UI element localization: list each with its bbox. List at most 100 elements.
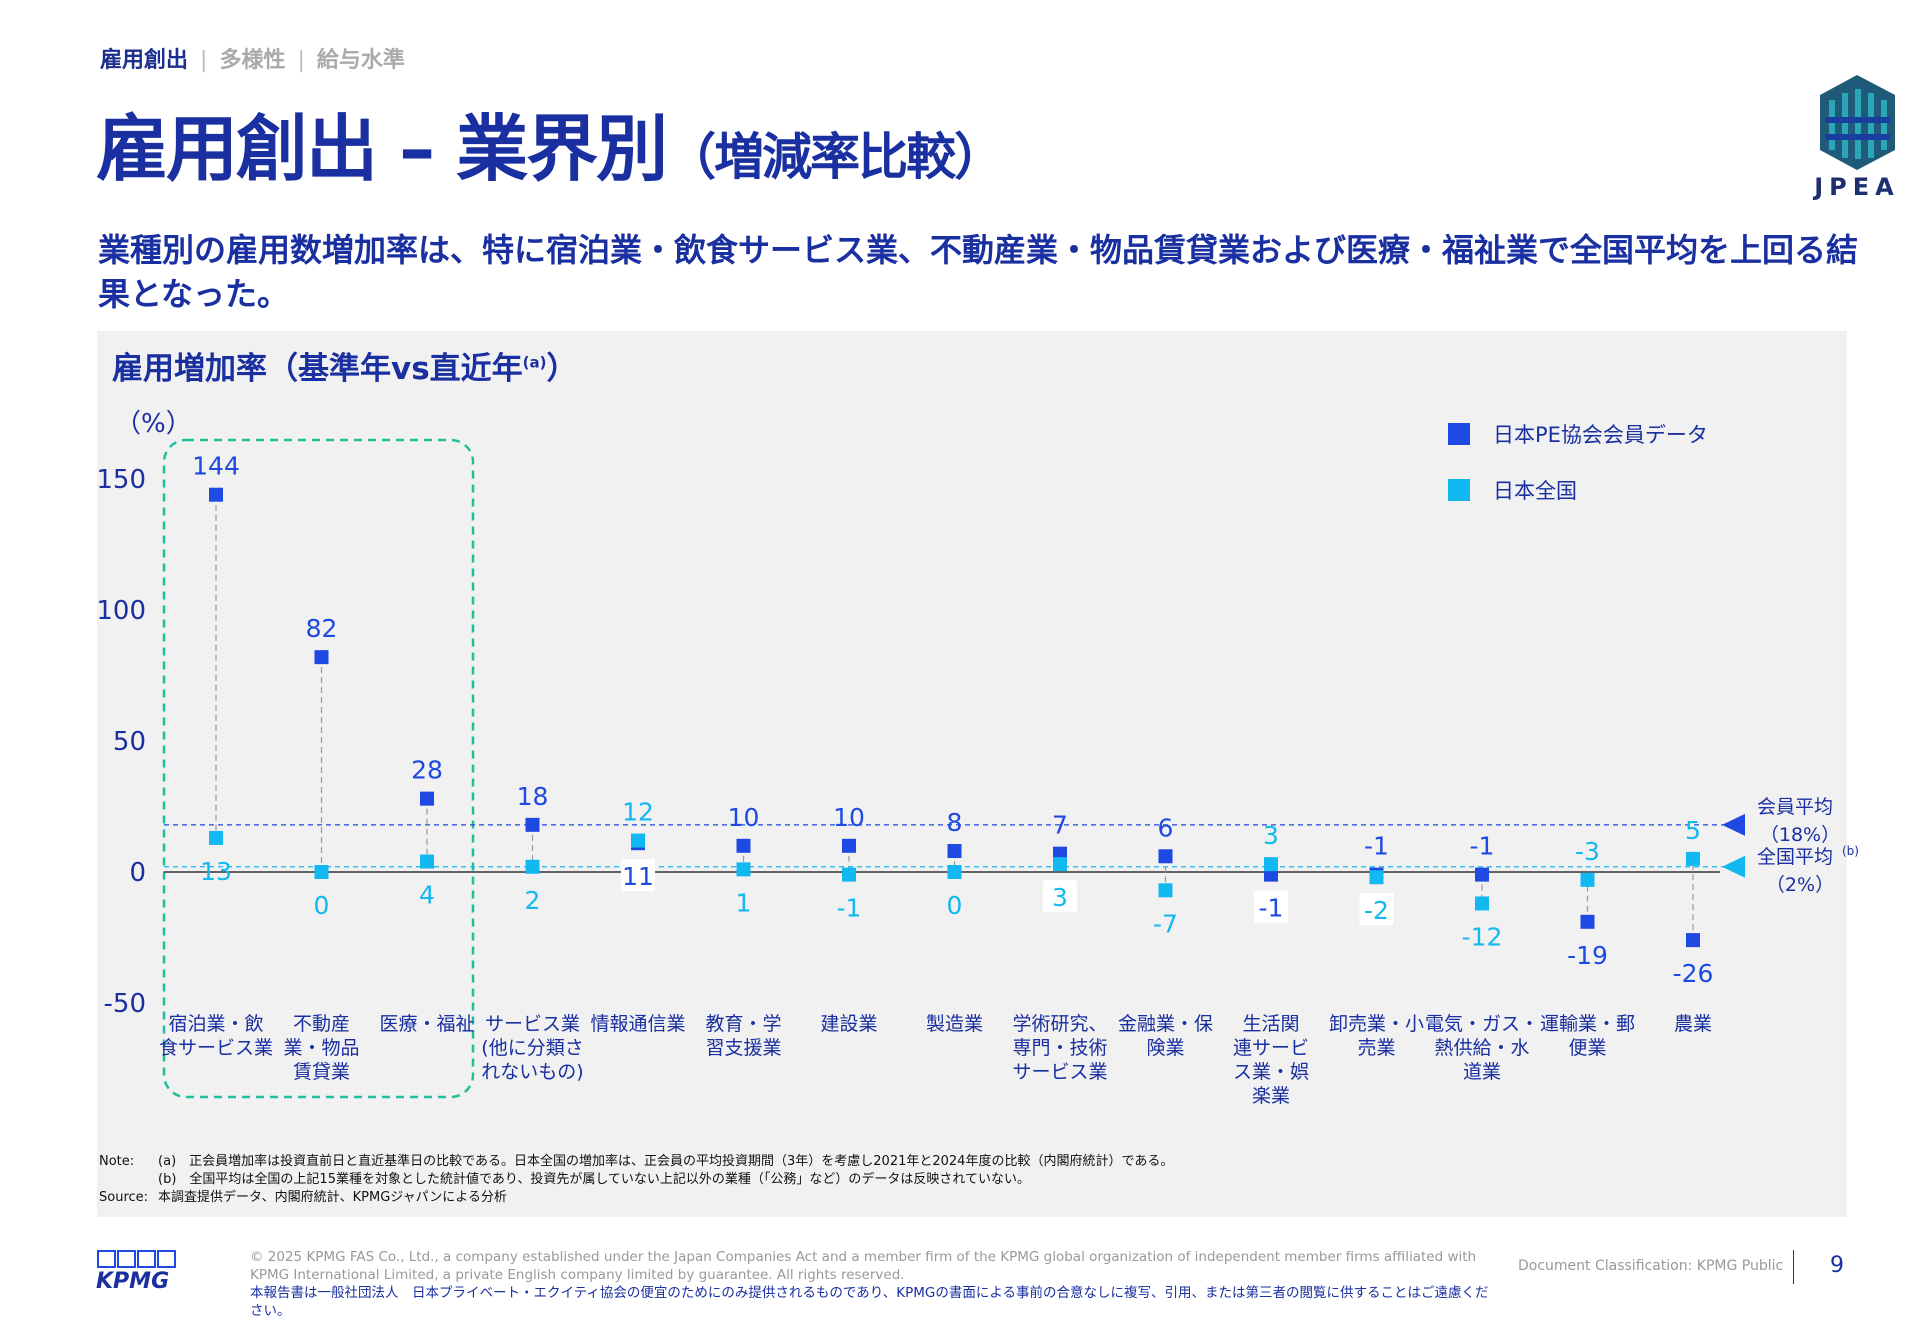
chart-title: 雇用増加率（基準年vs直近年(a)） [112, 351, 578, 387]
member-value-label: 8 [947, 808, 963, 837]
national-value-label: 0 [947, 891, 963, 920]
national-marker [1053, 857, 1067, 872]
kpmg-logo: KPMG [96, 1250, 176, 1290]
category-label: 建設業 [820, 1013, 877, 1035]
category-label: (他に分類さ [481, 1037, 583, 1059]
category-label: 卸売業・小 [1329, 1013, 1424, 1035]
legend-marker [1448, 479, 1470, 501]
reference-value: （18%） [1760, 824, 1840, 846]
national-value-label: 0 [314, 891, 330, 920]
national-marker [1369, 870, 1384, 885]
national-value-label: 12 [622, 798, 654, 827]
member-value-label: 144 [192, 452, 240, 481]
legend-marker [1448, 423, 1470, 445]
svg-text:JPEA: JPEA [1812, 173, 1900, 200]
reference-arrow [1722, 855, 1745, 878]
category-label: 製造業 [926, 1013, 983, 1035]
national-marker [209, 830, 223, 845]
page-title: 雇用創出 – 業界別（増減率比較） [96, 90, 1004, 195]
member-marker [420, 791, 434, 806]
note-row: (b) 全国平均は全国の上記15業種を対象とした統計値であり、投資先が属していな… [158, 1172, 1031, 1187]
member-marker [525, 817, 540, 832]
title-main: 雇用創出 – 業界別 [96, 107, 668, 191]
y-tick-label: 50 [113, 727, 146, 757]
category-label: 運輸業・郵 [1540, 1013, 1635, 1035]
y-axis-label: （%） [115, 409, 192, 439]
national-marker [1158, 883, 1173, 898]
category-label: 売業 [1357, 1037, 1395, 1059]
member-value-label: 82 [306, 614, 338, 643]
national-marker [736, 862, 751, 877]
category-label: ス業・娯 [1233, 1061, 1309, 1083]
national-marker [1580, 872, 1595, 887]
national-marker [1686, 851, 1700, 866]
reference-label: 全国平均 [1757, 846, 1833, 868]
member-value-label: -1 [1470, 832, 1495, 861]
national-value-label: 3 [1263, 821, 1279, 850]
section-tabs: 雇用創出 | 多様性 | 給与水準 [100, 48, 405, 73]
reference-label-sup: (b) [1842, 844, 1859, 858]
divider [1793, 1250, 1794, 1284]
category-label: 習支援業 [705, 1037, 781, 1059]
member-value-label: 7 [1052, 811, 1068, 840]
member-marker [1158, 849, 1173, 864]
member-marker [736, 838, 751, 853]
category-label: 情報通信業 [590, 1013, 685, 1035]
national-value-label: 3 [1052, 883, 1068, 912]
y-tick-label: 100 [96, 596, 146, 626]
national-value-label: 1 [736, 888, 752, 917]
national-value-label: 5 [1685, 816, 1701, 845]
title-sub: （増減率比較） [666, 128, 1004, 186]
label-bg [1359, 893, 1394, 926]
member-marker [1475, 867, 1489, 882]
category-label: サービス業 [485, 1013, 580, 1035]
category-label: れないもの) [481, 1061, 583, 1083]
category-label: サービス業 [1012, 1061, 1107, 1083]
category-label: 農業 [1674, 1013, 1712, 1035]
national-value-label: -1 [837, 894, 862, 923]
national-value-label: 2 [525, 886, 541, 915]
category-label: 専門・技術 [1012, 1037, 1107, 1059]
member-value-label: -19 [1567, 941, 1608, 970]
member-marker [314, 650, 329, 665]
label-bg [1043, 880, 1077, 913]
category-label: 医療・福祉 [379, 1013, 474, 1035]
category-label: 賃貸業 [293, 1061, 350, 1083]
tab-salary[interactable]: 給与水準 [316, 48, 405, 73]
member-value-label: 6 [1158, 813, 1174, 842]
category-label: 金融業・保 [1118, 1013, 1213, 1035]
national-value-label: -12 [1462, 922, 1503, 951]
national-marker [947, 865, 962, 879]
classification: Document Classification: KPMG Public [1518, 1258, 1784, 1274]
legend-label: 日本全国 [1493, 479, 1577, 503]
highlight-box [162, 438, 475, 1099]
national-marker [631, 833, 645, 848]
tab-employment[interactable]: 雇用創出 [100, 48, 189, 73]
member-marker [1580, 914, 1595, 929]
member-value-label: 10 [833, 803, 865, 832]
national-value-label: -2 [1364, 896, 1389, 925]
notes: Note: (a) 正会員増加率は投資直前日と直近基準日の比較である。日本全国の増… [99, 1153, 1183, 1207]
category-label: 宿泊業・飲 [168, 1013, 263, 1035]
category-label: 連サービ [1233, 1037, 1309, 1059]
member-value-label: -26 [1673, 959, 1714, 988]
page-number: 9 [1830, 1253, 1844, 1278]
jpea-logo: JPEA [1812, 75, 1900, 200]
category-label: 道業 [1463, 1061, 1501, 1083]
category-label: 学術研究、 [1012, 1013, 1107, 1035]
category-label: 険業 [1146, 1037, 1184, 1059]
national-value-label: -7 [1153, 909, 1178, 938]
label-bg [1254, 890, 1288, 923]
copyright: © 2025 KPMG FAS Co., Ltd., a company est… [250, 1249, 1489, 1319]
member-value-label: 28 [411, 756, 443, 785]
y-tick-label: -50 [104, 989, 146, 1019]
lead-text: 業種別の雇用数増加率は、特に宿泊業・飲食サービス業、不動産業・物品賃貸業および医… [98, 231, 1859, 313]
tab-diversity[interactable]: 多様性 [219, 48, 286, 73]
category-label: 食サービス業 [159, 1037, 273, 1059]
reference-arrow [1722, 813, 1745, 836]
national-marker [420, 854, 434, 869]
national-value-label: -3 [1575, 837, 1600, 866]
national-marker [525, 859, 540, 874]
national-marker [842, 867, 856, 882]
